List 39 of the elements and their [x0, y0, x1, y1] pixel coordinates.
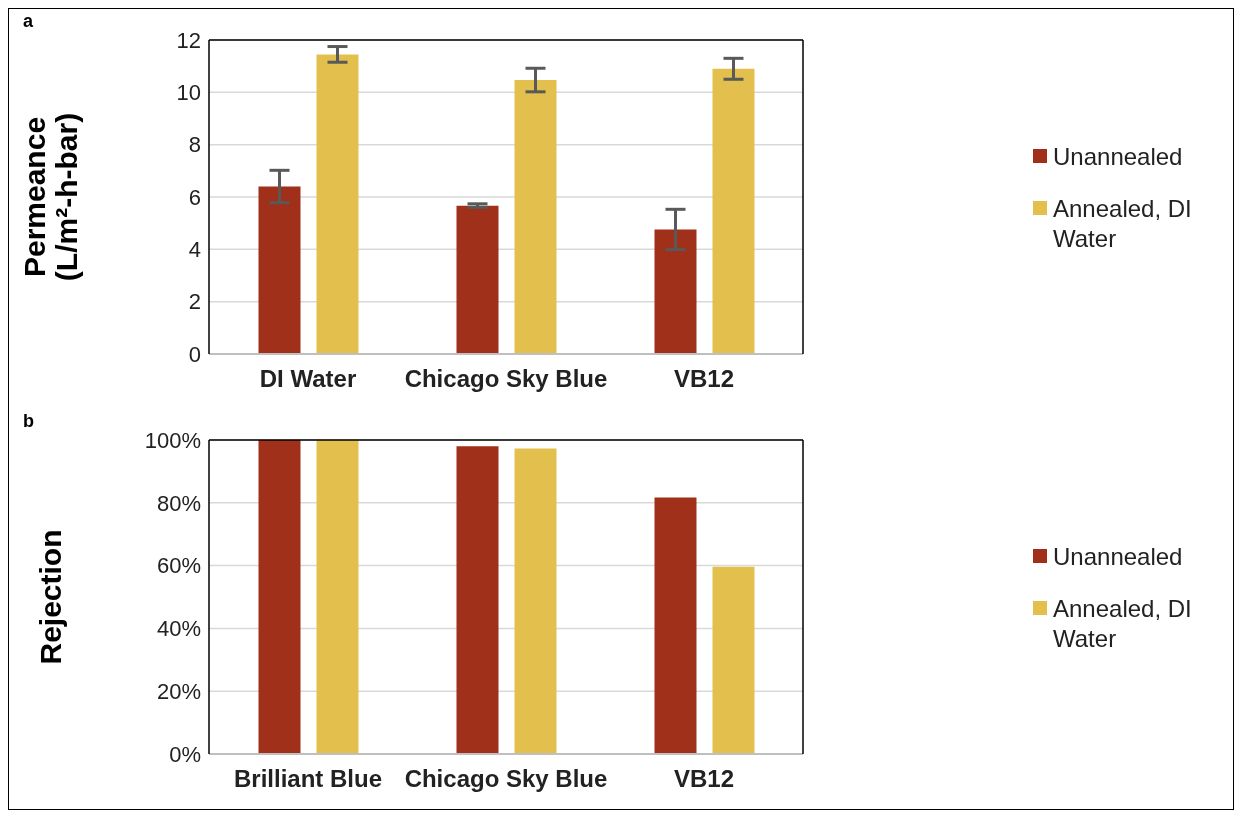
y-tick-label: 10: [176, 80, 201, 106]
y-tick-label: 60%: [156, 553, 201, 579]
y-axis-title: Rejection: [34, 529, 67, 665]
bar: [316, 54, 359, 354]
y-tick-label: 8: [188, 132, 201, 158]
y-tick-label: 40%: [156, 616, 201, 642]
bar: [514, 448, 557, 754]
y-tick-label: 4: [188, 237, 201, 263]
y-tick-label: 0: [188, 341, 201, 367]
y-tick-label: 100%: [144, 427, 201, 453]
bar: [712, 566, 755, 754]
bar: [316, 440, 359, 754]
y-axis-title: Permeance (L/m²-h-bar): [18, 112, 83, 282]
y-tick-label: 6: [188, 184, 201, 210]
bar: [258, 440, 301, 754]
y-tick-label: 0%: [169, 741, 201, 767]
bar: [456, 205, 499, 354]
text: b: [23, 411, 34, 432]
y-tick-label: 80%: [156, 490, 201, 516]
bar: [712, 68, 755, 354]
y-tick-label: 2: [188, 289, 201, 315]
legend-label: Annealed, DI Water: [1053, 194, 1193, 254]
x-tick-label: Brilliant Blue: [233, 765, 383, 793]
x-tick-label: DI Water: [259, 365, 357, 393]
legend-label: Unannealed: [1053, 142, 1183, 172]
x-tick-label: Chicago Sky Blue: [404, 765, 608, 793]
y-tick-label: 12: [176, 27, 201, 53]
legend-label: Unannealed: [1053, 542, 1183, 572]
bar: [258, 186, 301, 354]
bar: [514, 80, 557, 354]
bar: [654, 229, 697, 354]
x-tick-label: VB12: [673, 765, 735, 793]
bar: [654, 497, 697, 754]
legend-label: Annealed, DI Water: [1053, 594, 1193, 654]
y-tick-label: 20%: [156, 679, 201, 705]
text: a: [23, 11, 34, 32]
bar: [456, 446, 499, 754]
x-tick-label: VB12: [673, 365, 735, 393]
x-tick-label: Chicago Sky Blue: [404, 365, 608, 393]
